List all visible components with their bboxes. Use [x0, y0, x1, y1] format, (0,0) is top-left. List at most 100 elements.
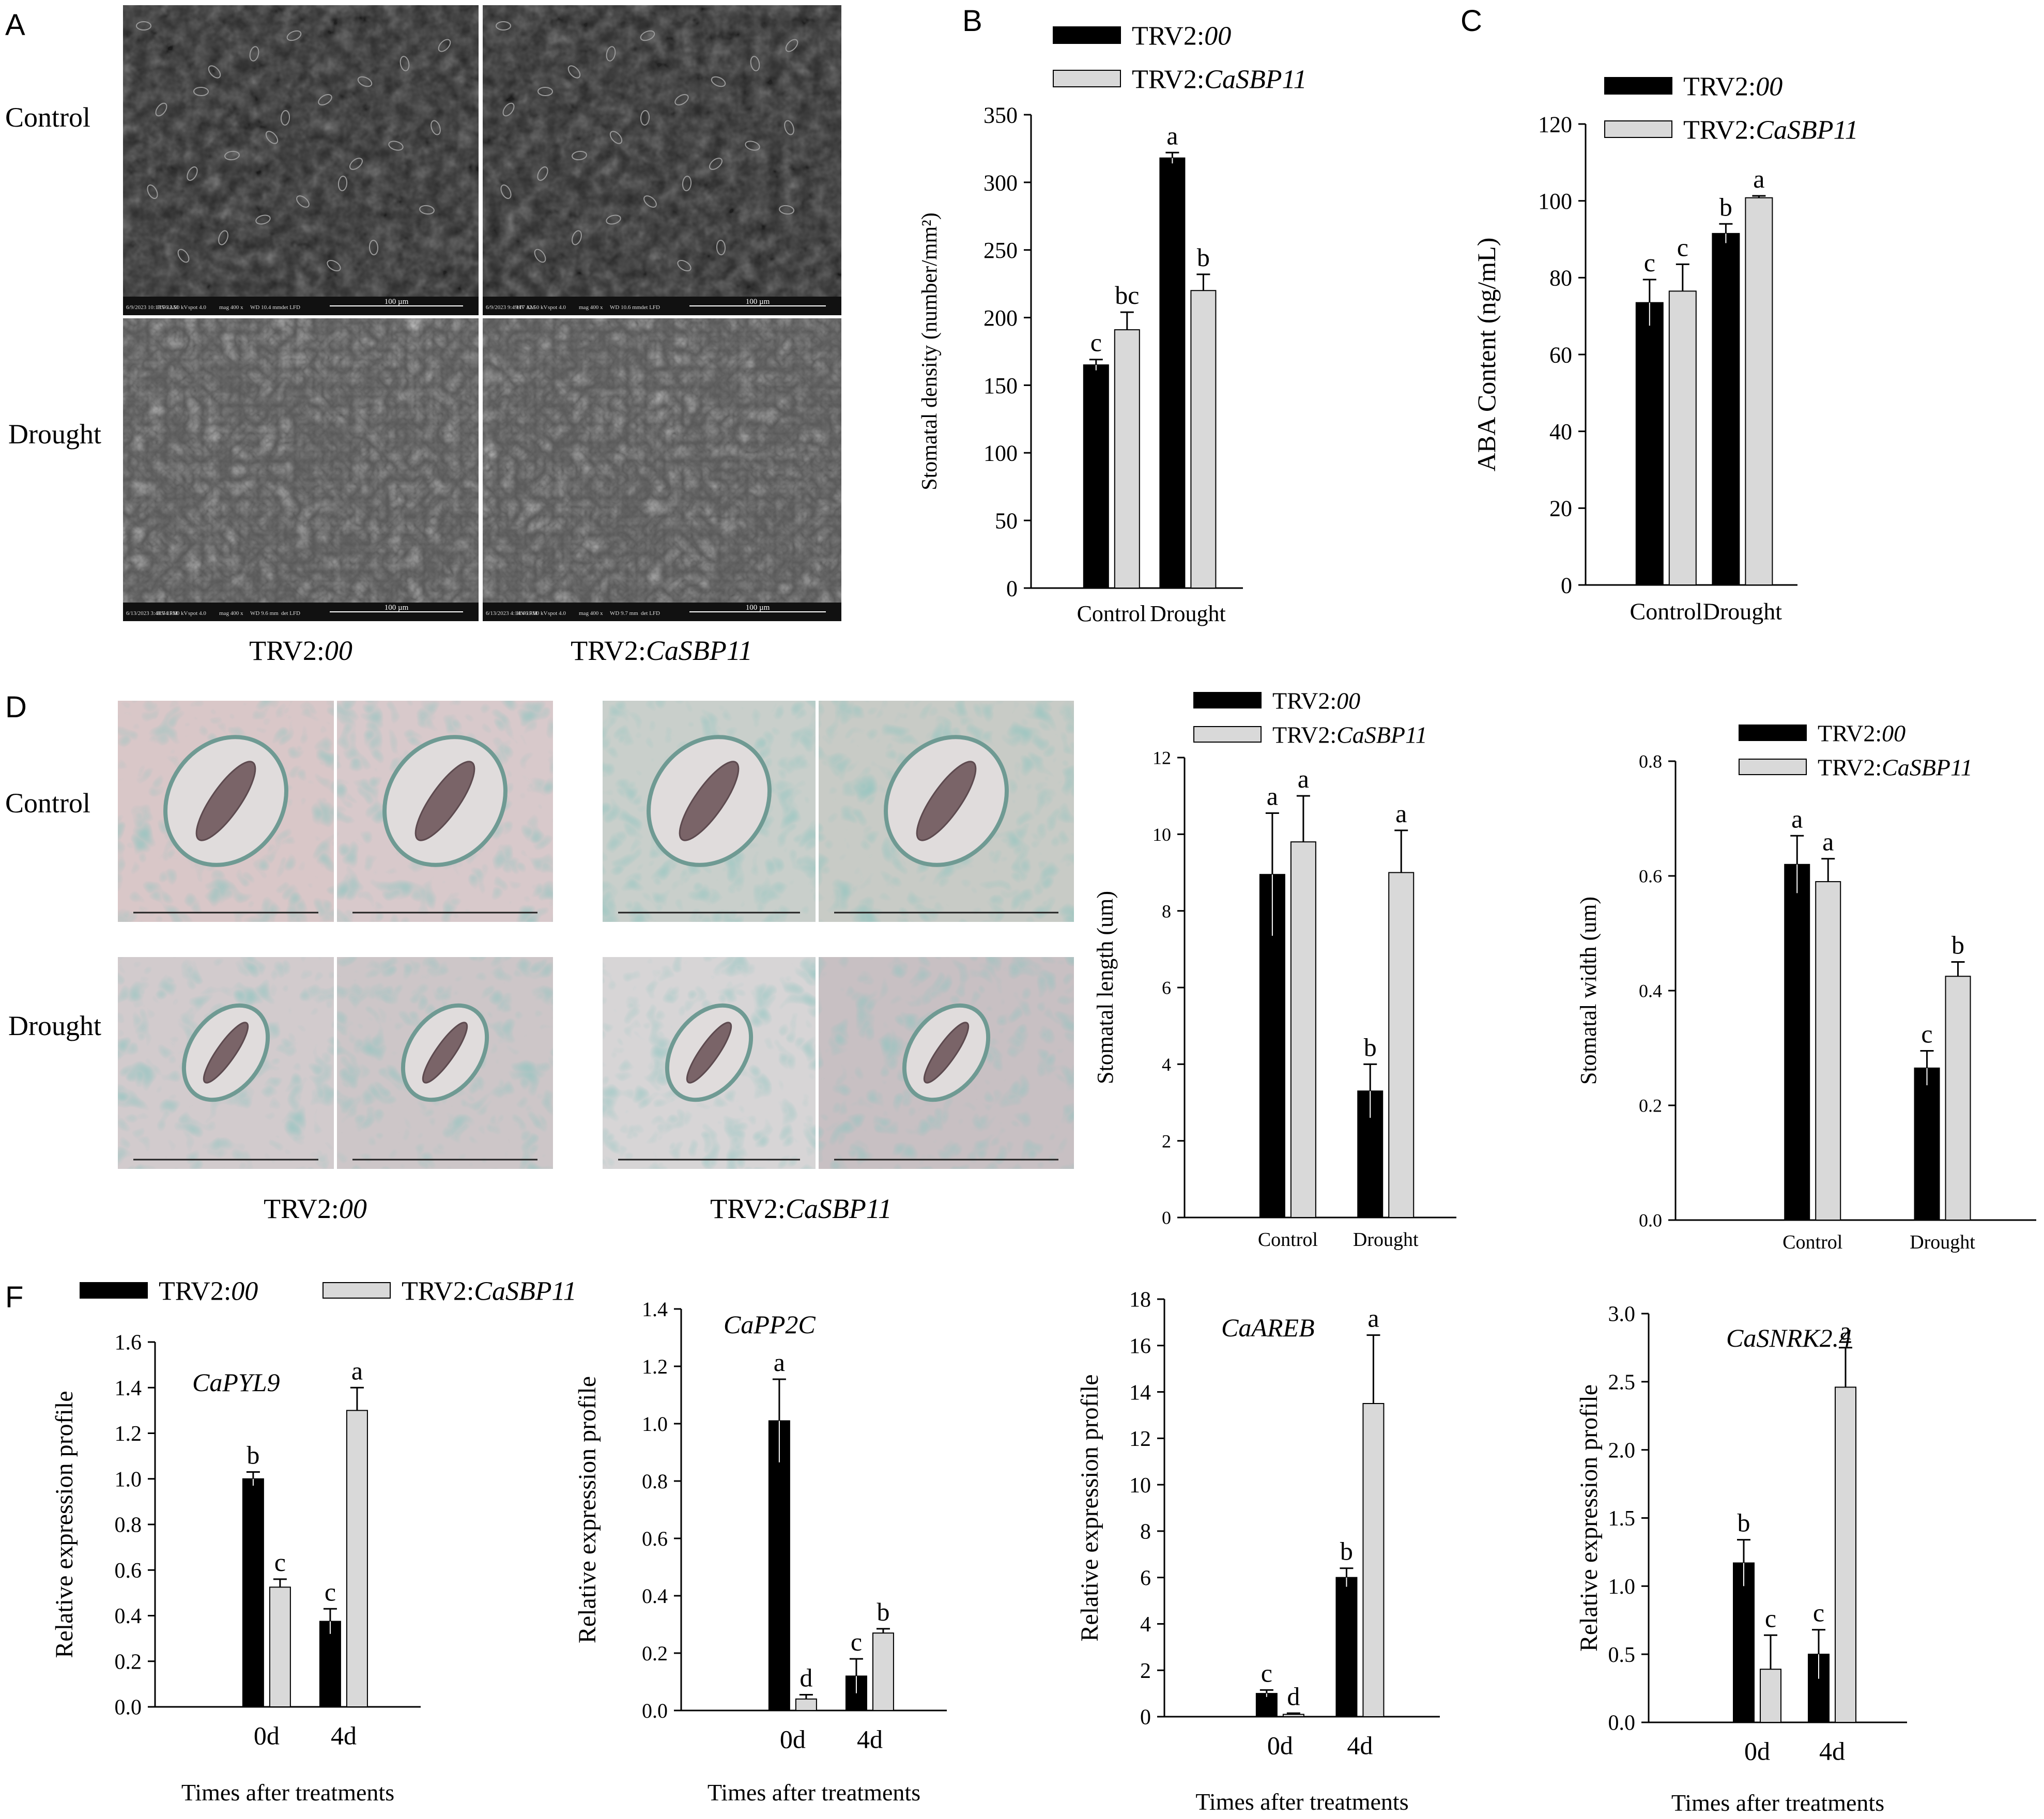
significance-letter: a — [1267, 782, 1278, 811]
stoma-shape — [537, 166, 548, 181]
bar — [1083, 364, 1109, 589]
significance-letter: c — [1921, 1020, 1932, 1049]
bar — [1835, 1386, 1856, 1723]
y-tick-label: 0.0 — [1639, 1210, 1662, 1231]
stomatal-pore — [203, 1022, 249, 1084]
significance-letter: c — [1261, 1658, 1272, 1687]
bar — [1255, 1693, 1278, 1717]
stoma-shape — [388, 141, 404, 151]
significance-letter: b — [1719, 192, 1732, 221]
bar — [1290, 841, 1316, 1218]
stoma-shape — [745, 141, 760, 151]
bar — [1712, 233, 1740, 586]
bar — [1635, 302, 1664, 585]
sem-infobar-text: HV 12.50 kV — [157, 304, 188, 311]
y-tick-label: 0.8 — [642, 1470, 668, 1493]
significance-letter: c — [274, 1548, 286, 1577]
y-tick-label: 80 — [1549, 266, 1572, 291]
y-axis-label: Relative expression profile — [1575, 1384, 1603, 1652]
y-tick-label: 100 — [1538, 189, 1572, 214]
y-axis-label: Relative expression profile — [574, 1376, 601, 1643]
y-tick-label: 4 — [1140, 1613, 1151, 1637]
x-category-label: 0d — [780, 1725, 806, 1754]
panel-label: C — [1461, 4, 1482, 38]
significance-letter: a — [774, 1348, 785, 1377]
sem-infobar-text: mag 400 x — [579, 304, 603, 311]
y-tick-label: 10 — [1152, 824, 1171, 845]
micrograph — [603, 957, 816, 1169]
legend-entry-italic: CaSBP11 — [1336, 722, 1427, 748]
stoma-shape — [431, 120, 441, 135]
sem-infobar-text: spot 4.0 — [188, 610, 206, 616]
stoma-shape — [399, 56, 410, 71]
sem-infobar-text: WD 10.6 mm — [610, 304, 641, 311]
y-axis-label: Stomatal density (number/mm²) — [918, 212, 942, 490]
y-tick-label: 6 — [1162, 978, 1171, 998]
y-tick-label: 1.0 — [642, 1412, 668, 1436]
x-category-label: 4d — [1819, 1737, 1845, 1766]
significance-letter: a — [1753, 164, 1764, 193]
legend-entry-italic: 00 — [1756, 72, 1782, 102]
stoma-shape — [349, 158, 363, 170]
panel-d-col-label-trv2-casbp11: TRV2:CaSBP11 — [710, 1193, 892, 1224]
y-tick-label: 6 — [1140, 1566, 1151, 1590]
y-tick-label: 100 — [983, 441, 1018, 466]
y-tick-label: 0.0 — [1608, 1712, 1636, 1735]
legend-swatch — [1193, 726, 1262, 743]
stoma-shape — [224, 150, 240, 161]
scale-bar-label: 100 µm — [385, 298, 409, 306]
bar — [1335, 1577, 1358, 1718]
x-category-label: Control — [1077, 601, 1146, 626]
stoma-shape — [572, 230, 582, 245]
stomatal-pore — [686, 1022, 732, 1084]
x-axis-label: Times after treatments — [1671, 1790, 1884, 1816]
bar — [319, 1621, 341, 1707]
bar — [1760, 1669, 1781, 1723]
y-axis-label: Stomatal width (um) — [1576, 897, 1601, 1085]
legend-swatch — [1604, 120, 1672, 138]
x-axis-label: Times after treatments — [708, 1779, 920, 1806]
sem-infobar-text: det LFD — [641, 304, 660, 311]
y-tick-label: 20 — [1549, 496, 1572, 521]
chart-f1: 0.0 0.2 0.4 0.6 0.8 1.0 1.2 1.4 1.6 0d 4d b c c a Relat… — [51, 1277, 577, 1806]
chart-f4: 0.0 0.5 1.0 1.5 2.0 2.5 3.0 0d 4d b c c a Relative ex… — [1575, 1303, 1907, 1816]
y-axis-label: Relative expression profile — [51, 1391, 78, 1658]
legend-entry-prefix: TRV2: — [159, 1277, 231, 1306]
significance-letter: a — [1840, 1316, 1851, 1345]
stoma-shape — [779, 205, 794, 215]
y-tick-label: 0.8 — [115, 1514, 142, 1537]
stoma-shape — [682, 176, 692, 191]
y-tick-label: 0 — [1140, 1706, 1151, 1730]
legend-entry: TRV2:00 — [1818, 720, 1905, 747]
y-tick-label: 200 — [983, 305, 1018, 331]
y-axis-label: Relative expression profile — [1076, 1374, 1103, 1641]
y-tick-label: 12 — [1129, 1427, 1151, 1451]
panel-a-col-label-trv2-casbp11-italic: CaSBP11 — [646, 635, 752, 666]
stomatal-pore — [422, 1022, 468, 1084]
sem-texture — [483, 5, 841, 315]
scale-bar-label: 100 µm — [746, 298, 770, 306]
gene-title: CaPP2C — [724, 1310, 816, 1339]
stoma-shape — [711, 76, 726, 87]
micrograph — [337, 957, 553, 1169]
scale-bar-label: 100 µm — [385, 604, 409, 612]
y-tick-label: 0.0 — [642, 1699, 668, 1722]
stoma-shape — [357, 76, 373, 87]
stomatal-pore — [916, 761, 977, 841]
y-tick-label: 150 — [983, 373, 1018, 398]
stoma-shape — [368, 240, 379, 255]
stoma-shape — [218, 230, 228, 245]
sem-infobar-text: det LFD — [281, 610, 300, 616]
x-category-label: Drought — [1150, 601, 1226, 626]
x-category-label: 4d — [1347, 1731, 1373, 1760]
y-tick-label: 2.0 — [1608, 1439, 1636, 1462]
y-axis-label: Stomatal length (um) — [1093, 891, 1118, 1084]
micrograph — [337, 701, 553, 922]
y-tick-label: 0.6 — [115, 1559, 142, 1583]
stoma-shape — [716, 240, 726, 255]
legend-entry-prefix: TRV2: — [1818, 754, 1882, 781]
